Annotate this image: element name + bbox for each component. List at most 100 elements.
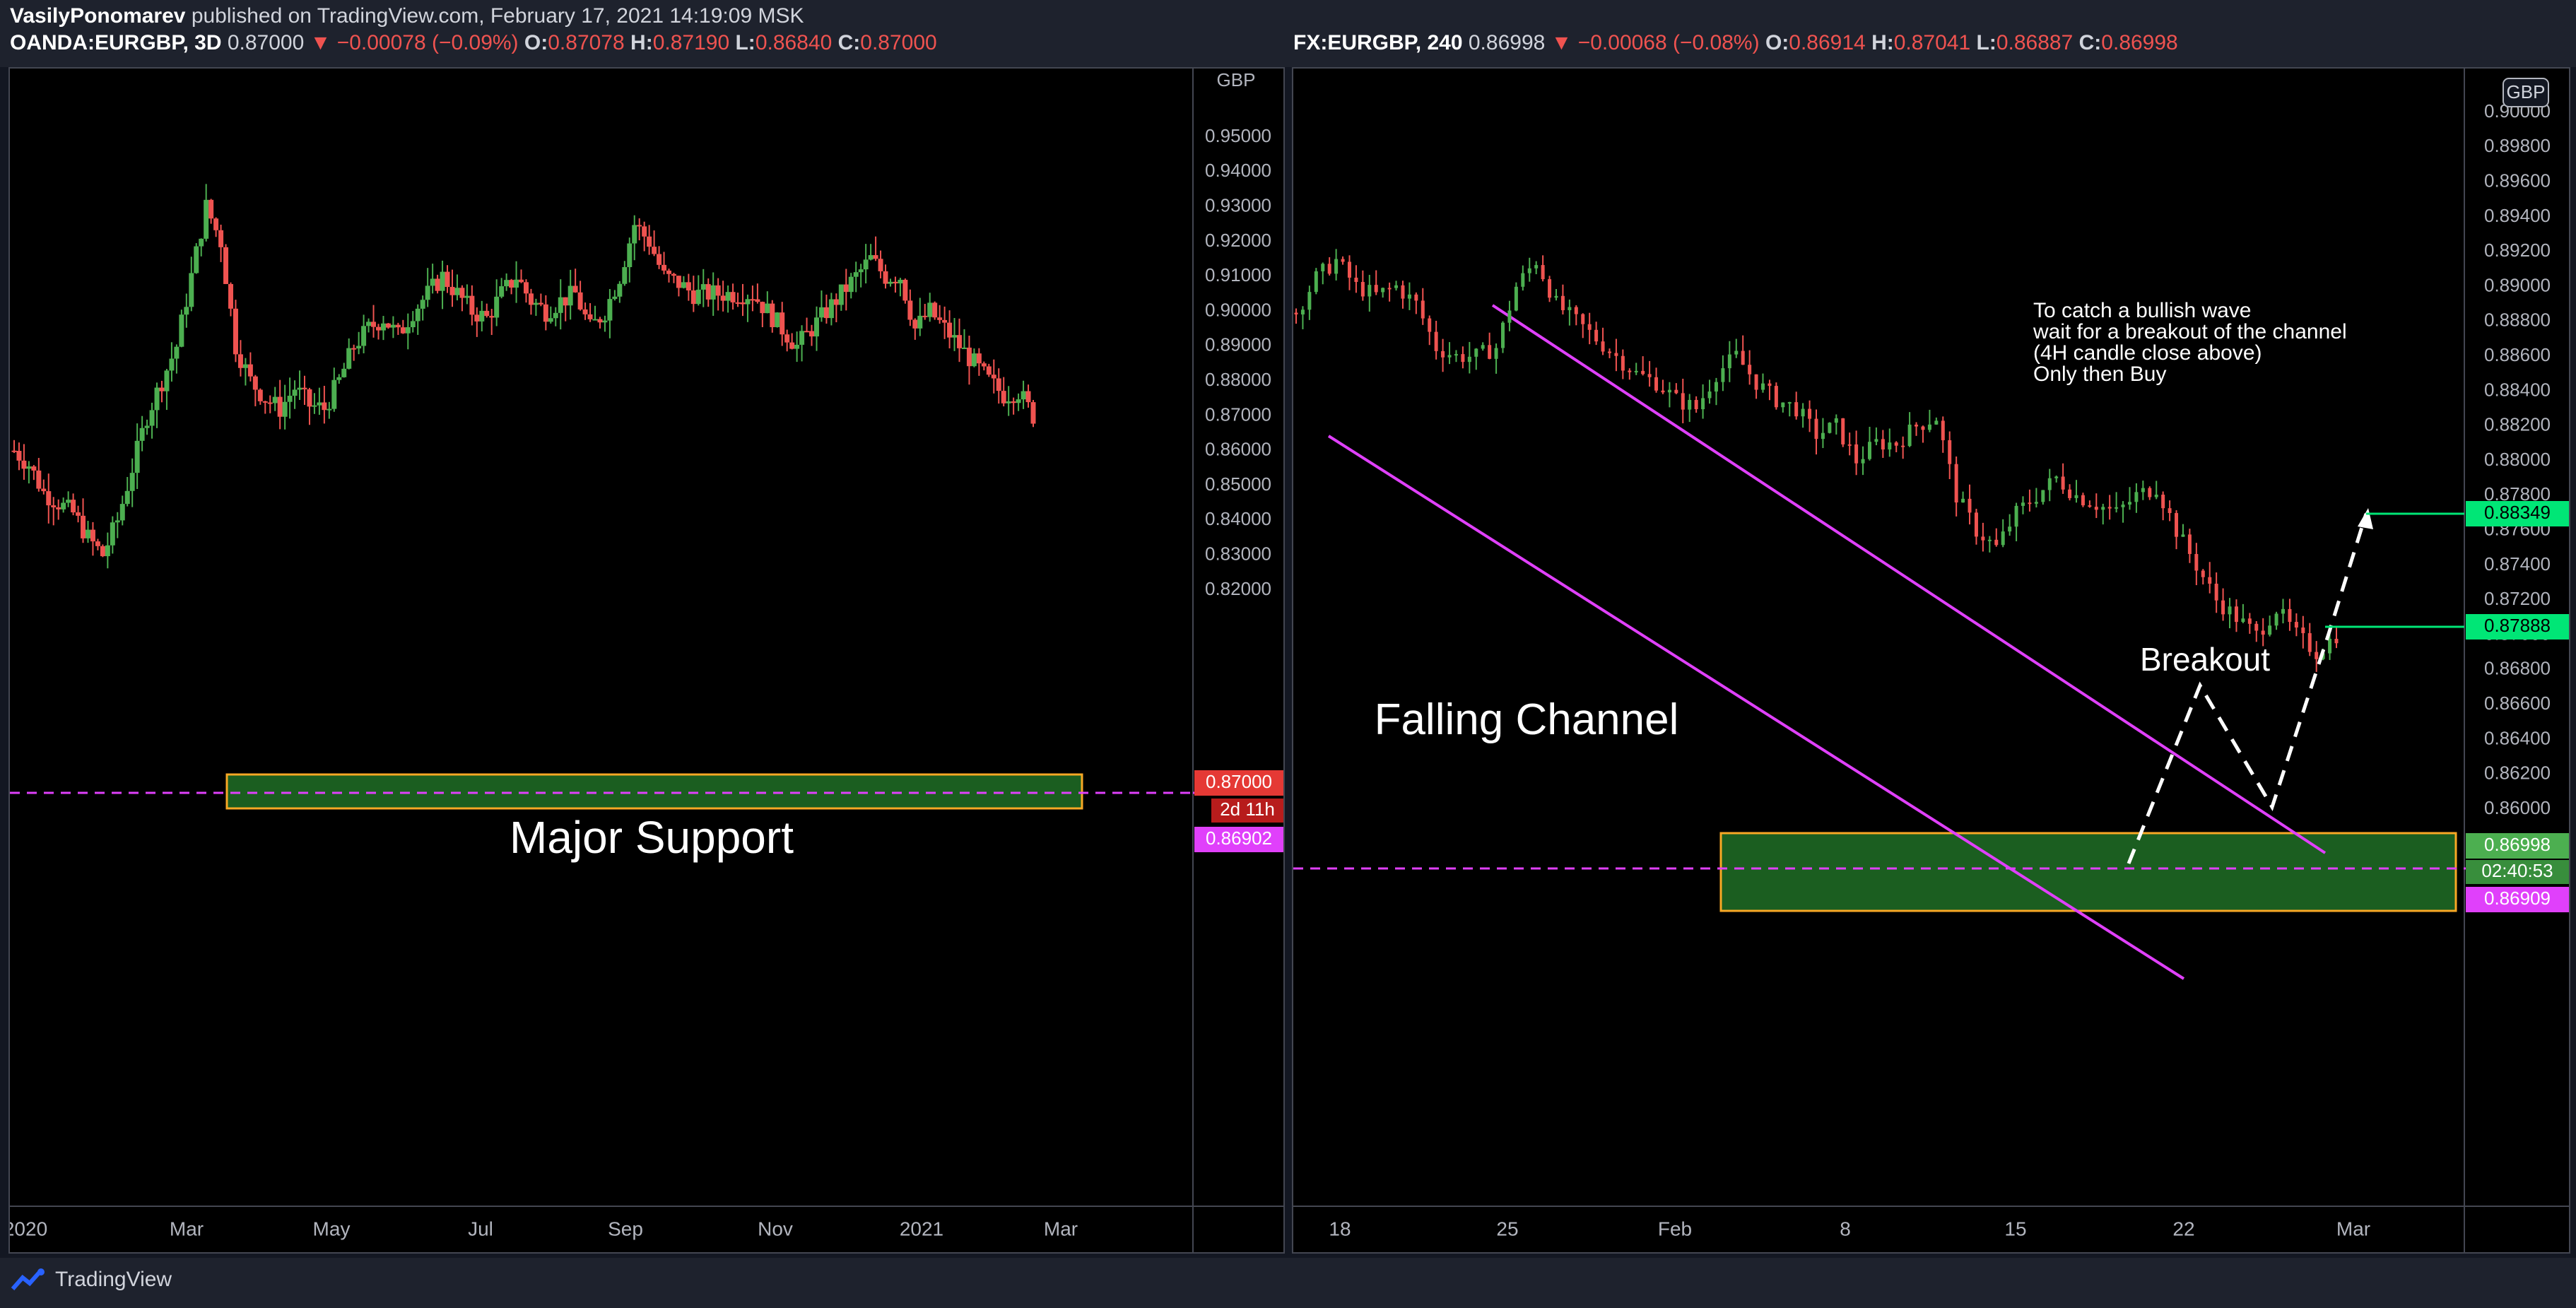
right-open-label: O: xyxy=(1765,31,1789,54)
candle-body xyxy=(1927,424,1931,430)
right-chart-panel[interactable]: 0.90000 0.89800 0.89600 0.89400 0.89200 0.890… xyxy=(1292,67,2570,1254)
channel-lower-line[interactable] xyxy=(1327,435,2185,980)
left-close: 0.87000 xyxy=(860,31,937,54)
candle-body xyxy=(2047,478,2052,490)
candle-body xyxy=(1354,277,1358,283)
right-close-label: C: xyxy=(2078,31,2102,54)
candle-body xyxy=(1808,408,1812,419)
left-time-tick: Nov xyxy=(758,1218,793,1239)
candle-body xyxy=(100,546,105,557)
candle-body xyxy=(144,425,150,428)
candle-body xyxy=(922,315,928,317)
candle-body xyxy=(312,405,317,407)
candle-body xyxy=(375,326,381,331)
candle-body xyxy=(1474,348,1478,357)
candle-body xyxy=(558,297,563,313)
candle-body xyxy=(2315,652,2319,659)
candle-body xyxy=(1021,391,1026,400)
candle-body xyxy=(2254,623,2259,631)
candle-body xyxy=(1834,418,1838,423)
candle-body xyxy=(838,284,844,305)
candle-body xyxy=(1847,444,1852,446)
svg-text:0.87000: 0.87000 xyxy=(1206,771,1272,792)
trading-note[interactable]: To catch a bullish wave wait for a break… xyxy=(2033,299,2347,386)
candle-body xyxy=(637,225,642,227)
candle-body xyxy=(1006,401,1011,403)
left-chart-panel[interactable]: GBP 0.95000 0.94000 0.93000 0.92000 0.91000 0… xyxy=(8,67,1285,1254)
falling-channel-annotation[interactable]: Falling Channel xyxy=(1375,695,1679,744)
candle-body xyxy=(1521,273,1525,287)
candle-body xyxy=(1001,391,1006,403)
right-support-zone[interactable] xyxy=(1719,832,2457,912)
candle-body xyxy=(1321,264,1325,271)
candle-body xyxy=(1581,314,1585,324)
projected-path[interactable] xyxy=(2127,513,2368,864)
target-tag-1: 0.88349 xyxy=(2466,501,2569,526)
down-arrow-icon: ▼ xyxy=(1551,31,1572,54)
left-price-axis[interactable]: 0.95000 0.94000 0.93000 0.92000 0.91000 0.900… xyxy=(1205,125,1271,599)
candle-body xyxy=(395,324,401,328)
candle-body xyxy=(277,396,283,417)
left-time-axis[interactable]: 2020 Mar May Jul Sep Nov 2021 Mar xyxy=(10,1218,1078,1239)
candle-body xyxy=(242,364,248,368)
candle-body xyxy=(1334,259,1339,274)
candle-body xyxy=(947,322,953,338)
channel-upper-line[interactable] xyxy=(1491,304,2327,854)
candle-body xyxy=(2281,608,2286,614)
right-time-axis[interactable]: 18 25 Feb 8 15 22 Mar xyxy=(1329,1218,2370,1239)
candle-body xyxy=(218,230,224,247)
candle-body xyxy=(119,504,125,521)
candle-body xyxy=(307,389,312,407)
tradingview-logo[interactable]: TradingView xyxy=(10,1268,172,1292)
candle-body xyxy=(1594,329,1599,342)
right-time-tick: 25 xyxy=(1496,1218,1518,1239)
candle-body xyxy=(1560,295,1565,310)
right-price-tick: 0.89800 xyxy=(2484,135,2551,156)
candle-body xyxy=(1401,285,1405,299)
left-time-tick: Mar xyxy=(1044,1218,1078,1239)
candle-body xyxy=(1934,420,1939,425)
candle-body xyxy=(267,402,273,404)
candle-body xyxy=(46,491,52,506)
candle-body xyxy=(818,307,824,318)
left-symbol[interactable]: OANDA:EURGBP, 3D xyxy=(10,31,222,54)
candle-body xyxy=(823,307,829,319)
candle-body xyxy=(1527,268,1531,273)
left-open: 0.87078 xyxy=(548,31,625,54)
candle-body xyxy=(1907,424,1912,447)
right-countdown-tag: 02:40:53 xyxy=(2466,860,2569,884)
candle-body xyxy=(607,299,613,321)
candle-body xyxy=(1748,365,1752,375)
left-chart-canvas[interactable]: GBP 0.950000.940000.930000.920000.910000… xyxy=(10,69,1283,1252)
candle-body xyxy=(647,236,652,247)
candle-body xyxy=(784,334,790,343)
candle-body xyxy=(2034,502,2038,504)
candle-body xyxy=(1781,402,1785,408)
author-name[interactable]: VasilyPonomarev xyxy=(10,4,186,28)
candle-body xyxy=(1467,356,1471,363)
left-price-tick: 0.83000 xyxy=(1205,543,1271,564)
candle-body xyxy=(164,370,170,391)
projection-arrow-icon xyxy=(2358,508,2373,529)
candle-body xyxy=(2061,476,2065,490)
major-support-annotation[interactable]: Major Support xyxy=(510,812,794,863)
right-price-tick: 0.89200 xyxy=(2484,240,2551,261)
candle-body xyxy=(2168,508,2172,514)
candle-body xyxy=(169,358,175,371)
candle-body xyxy=(474,314,480,322)
candle-body xyxy=(237,354,243,368)
candle-body xyxy=(1374,285,1378,293)
candle-body xyxy=(1968,498,1972,513)
right-chart-canvas[interactable]: 0.900000.898000.896000.894000.892000.890… xyxy=(1293,69,2569,1252)
right-symbol[interactable]: FX:EURGBP, 240 xyxy=(1293,31,1463,54)
candle-body xyxy=(2107,507,2112,509)
breakout-annotation[interactable]: Breakout xyxy=(2140,641,2270,678)
right-time-tick: 18 xyxy=(1329,1218,1351,1239)
candle-body xyxy=(1441,350,1445,358)
candle-body xyxy=(1981,536,1985,541)
candle-body xyxy=(124,490,130,505)
candle-body xyxy=(1381,288,1385,293)
major-support-zone[interactable] xyxy=(225,773,1083,810)
right-currency-badge[interactable]: GBP xyxy=(2503,78,2549,107)
right-price-axis[interactable]: 0.900000.898000.896000.894000.892000.890… xyxy=(2484,100,2551,888)
